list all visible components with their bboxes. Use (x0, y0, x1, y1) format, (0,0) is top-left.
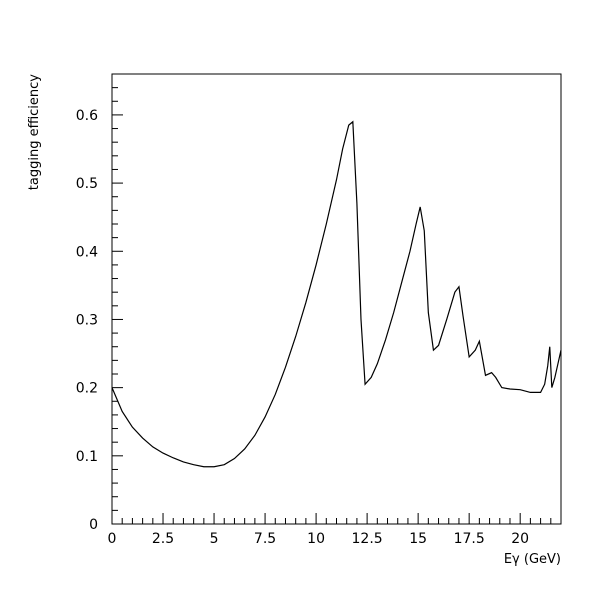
y-axis-label: tagging efficiency (27, 74, 42, 191)
y-tick-label: 0.3 (76, 312, 98, 328)
y-tick-label: 0.4 (76, 244, 98, 260)
y-tick-label: 0.6 (76, 108, 98, 124)
x-axis-ticks (111, 513, 562, 524)
x-tick-label: 10 (307, 531, 325, 547)
x-tick-label: 12.5 (352, 531, 383, 547)
efficiency-curve (111, 120, 562, 468)
y-tick-label: 0 (89, 517, 98, 533)
x-tick-label: 15 (409, 531, 427, 547)
x-tick-label: 17.5 (454, 531, 485, 547)
y-tick-label: 0.1 (76, 449, 98, 465)
y-tick-labels: 0 0.1 0.2 0.3 0.4 0.5 0.6 (76, 108, 98, 533)
x-tick-label: 2.5 (152, 531, 174, 547)
y-axis-ticks (112, 73, 123, 525)
x-tick-labels: 0 2.5 5 7.5 10 12.5 15 17.5 20 (108, 531, 530, 547)
x-axis-label: Eγ (GeV) (504, 552, 561, 567)
x-tick-label: 5 (210, 531, 219, 547)
y-tick-label: 0.2 (76, 381, 98, 397)
x-tick-label: 7.5 (254, 531, 276, 547)
x-tick-label: 0 (108, 531, 117, 547)
y-tick-label: 0.5 (76, 176, 98, 192)
plot-frame (111, 73, 562, 525)
x-tick-label: 20 (511, 531, 529, 547)
